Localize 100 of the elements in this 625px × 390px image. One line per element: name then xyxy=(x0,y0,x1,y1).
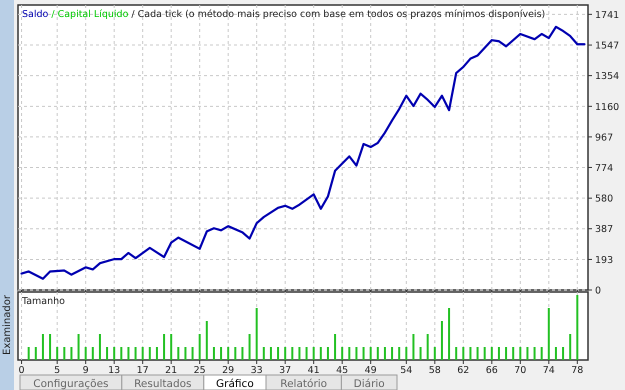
bar xyxy=(391,347,394,360)
bar xyxy=(49,334,52,360)
bar xyxy=(78,334,80,360)
bar xyxy=(462,347,464,360)
chart-title: Tamanho xyxy=(21,296,66,307)
bar xyxy=(426,334,429,360)
x-tick-label: 0 xyxy=(18,365,25,376)
bar xyxy=(498,347,500,360)
bar xyxy=(34,347,37,360)
x-tick-label: 37 xyxy=(279,365,292,376)
bar xyxy=(355,347,358,360)
bar xyxy=(326,347,329,360)
x-tick-label: 9 xyxy=(82,365,89,376)
bar xyxy=(519,347,522,360)
bar xyxy=(440,321,443,360)
bar xyxy=(270,347,272,360)
bar xyxy=(284,347,286,360)
bar xyxy=(434,347,436,360)
bar xyxy=(412,334,414,360)
bar xyxy=(56,347,58,360)
bar xyxy=(212,347,215,360)
bar xyxy=(113,347,116,360)
bar xyxy=(398,347,400,360)
x-tick-label: 33 xyxy=(250,365,263,376)
x-tick-label: 66 xyxy=(486,365,498,376)
bar xyxy=(405,347,408,360)
text: Saldo xyxy=(22,9,49,20)
bar xyxy=(362,347,365,360)
bar xyxy=(554,347,557,360)
line-series xyxy=(20,26,586,280)
bar xyxy=(298,347,300,360)
bar xyxy=(576,295,578,360)
y-tick-label: 967 xyxy=(595,132,614,144)
y-tick-label: 774 xyxy=(595,162,614,174)
bar xyxy=(134,347,137,360)
bar xyxy=(455,347,458,360)
bar xyxy=(84,347,87,360)
bar xyxy=(569,334,572,360)
x-tick-label: 54 xyxy=(400,365,412,376)
bar xyxy=(28,347,30,360)
y-tick-label: 193 xyxy=(595,254,614,266)
bar xyxy=(512,347,514,360)
bar xyxy=(334,334,336,360)
x-tick-label: 29 xyxy=(222,365,234,376)
text: Examinador xyxy=(2,294,13,355)
bar xyxy=(306,347,308,360)
bar xyxy=(562,347,564,360)
x-tick-label: 49 xyxy=(364,365,377,376)
y-tick-label: 1547 xyxy=(595,40,620,52)
bar xyxy=(70,347,72,360)
y-tick-label: 1741 xyxy=(595,10,620,21)
bar xyxy=(234,347,236,360)
text: Diário xyxy=(354,378,385,390)
y-tick-label: 580 xyxy=(595,194,614,205)
x-tick-label: 41 xyxy=(308,365,320,376)
bar xyxy=(92,347,94,360)
legend-label: / Capital Líquido xyxy=(48,9,129,20)
bar xyxy=(291,347,294,360)
x-tick-label: 62 xyxy=(457,365,470,376)
y-tick-label: 1160 xyxy=(595,102,620,113)
bar xyxy=(148,347,151,360)
bar xyxy=(540,347,543,360)
bar xyxy=(120,347,122,360)
y-tick-label: 1354 xyxy=(595,71,620,82)
bar xyxy=(448,308,450,360)
bar xyxy=(320,347,322,360)
bar xyxy=(156,347,158,360)
x-tick-label: 70 xyxy=(514,365,526,376)
bar xyxy=(312,347,315,360)
x-tick-label: 78 xyxy=(571,365,584,376)
bar xyxy=(277,347,280,360)
bar xyxy=(163,334,166,360)
bar xyxy=(127,347,130,360)
bar xyxy=(98,334,101,360)
text: / Cada tick (o método mais preciso com base em todos os prazos mínimos disponíveis) xyxy=(128,9,546,20)
text: Resultados xyxy=(134,378,192,390)
bar xyxy=(227,347,230,360)
text: Gráfico xyxy=(216,378,254,390)
bar xyxy=(505,347,508,360)
x-tick-label: 25 xyxy=(194,365,206,376)
y-tick-label: 0 xyxy=(595,286,602,296)
bar xyxy=(370,347,372,360)
bar xyxy=(262,347,265,360)
x-tick-label: 21 xyxy=(165,365,178,376)
x-tick-label: 58 xyxy=(428,365,441,376)
bar xyxy=(526,347,528,360)
bar xyxy=(469,347,472,360)
bar xyxy=(220,347,222,360)
bar xyxy=(192,347,194,360)
bar xyxy=(341,347,344,360)
bar xyxy=(42,334,44,360)
x-tick-label: 13 xyxy=(108,365,120,376)
bar xyxy=(348,347,350,360)
bar xyxy=(241,347,244,360)
bar xyxy=(198,334,201,360)
bar xyxy=(170,334,172,360)
x-tick-label: 74 xyxy=(542,365,555,376)
bar xyxy=(484,347,486,360)
text: Relatório xyxy=(280,378,328,390)
x-tick-label: 17 xyxy=(136,365,149,376)
